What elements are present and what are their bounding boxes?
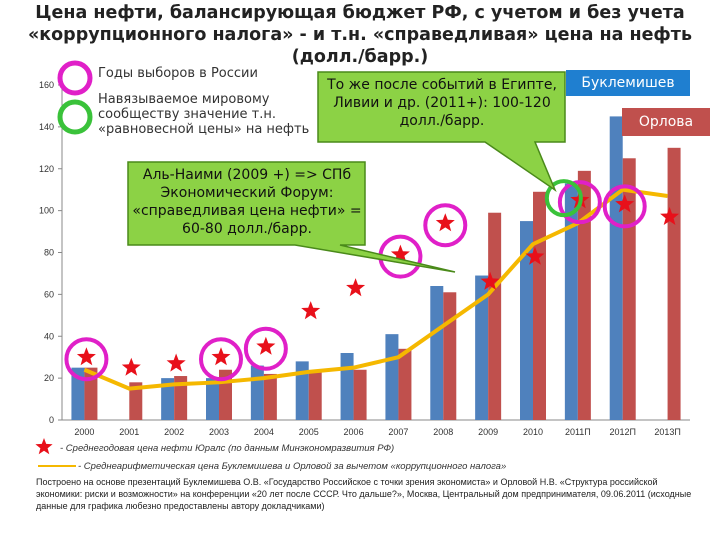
election-circle: [423, 203, 468, 248]
x-tick-label: 2005: [299, 427, 319, 437]
source-note: Построено на основе презентаций Буклемиш…: [36, 477, 692, 511]
bar-orlova: [667, 147, 681, 420]
series-line-average: [83, 187, 668, 391]
chart-line: [83, 187, 668, 391]
star-urals-price: [480, 271, 500, 290]
x-tick-label: 2013П: [654, 427, 681, 437]
legend-green-circle: [57, 99, 93, 135]
bar-buklemishev: [250, 365, 264, 420]
x-tick-label: 2001: [119, 427, 139, 437]
callout-arab-bubble: [317, 71, 566, 193]
bar-orlova: [533, 191, 546, 420]
bar-buklemishev: [609, 116, 623, 420]
footnote-line: - Среднеарифметическая цена Буклемишева …: [78, 461, 507, 472]
bar-orlova: [353, 369, 367, 420]
imposed-circle: [544, 179, 583, 218]
callout-alnaimi-bubble: [127, 161, 456, 273]
star-urals-price: [76, 347, 96, 366]
x-tick-label: 2008: [433, 427, 453, 437]
star-urals-price: [390, 244, 410, 263]
star-urals-price: [346, 278, 366, 297]
bar-buklemishev: [475, 275, 489, 420]
star-urals-price: [660, 206, 680, 225]
callout-arab-events: То же после событий в Египте, Ливии и др…: [327, 77, 557, 129]
y-tick-label: 20: [44, 373, 54, 383]
bar-orlova: [398, 348, 412, 420]
chart-annotation-shapes: [57, 60, 710, 273]
bar-buklemishev: [520, 221, 533, 420]
legend-magenta-circle: [57, 60, 93, 96]
chart-circles: [64, 179, 647, 382]
x-tick-label: 2004: [254, 427, 274, 437]
star-urals-price: [301, 301, 321, 320]
bar-buklemishev: [430, 286, 444, 420]
x-tick-label: 2006: [344, 427, 364, 437]
bar-orlova: [443, 292, 457, 420]
star-urals-price: [121, 357, 141, 376]
election-circle: [557, 180, 602, 225]
y-tick-label: 0: [49, 415, 54, 425]
bar-buklemishev: [295, 361, 309, 420]
election-circle: [602, 184, 647, 229]
legend-elections-label: Годы выборов в России: [98, 66, 258, 81]
callout-al-naimi: Аль-Наими (2009 +) => СПб Экономический …: [132, 167, 362, 237]
chart-axes: 0 20 40 60 80 100 120 140 160 2000 2001 2002 2003 200…: [39, 80, 690, 437]
y-tick-label: 60: [44, 289, 54, 299]
orlova-label: Орлова: [638, 114, 694, 130]
x-tick-label: 2000: [74, 427, 94, 437]
bar-buklemishev: [564, 183, 578, 420]
bar-buklemishev: [71, 367, 85, 420]
bar-buklemishev: [385, 334, 399, 420]
buklemishev-label: Буклемишев: [581, 75, 675, 91]
x-tick-label: 2003: [209, 427, 229, 437]
bar-buklemishev: [206, 378, 219, 420]
x-tick-label: 2002: [164, 427, 184, 437]
bar-orlova: [577, 170, 591, 420]
y-tick-label: 100: [39, 206, 54, 216]
y-tick-label: 140: [39, 122, 54, 132]
orlova-box: [622, 108, 710, 136]
x-tick-label: 2009: [478, 427, 498, 437]
star-urals-price: [525, 246, 545, 265]
buklemishev-box: [566, 70, 690, 96]
x-tick-label: 2012П: [609, 427, 636, 437]
y-tick-label: 80: [44, 248, 54, 258]
y-tick-label: 40: [44, 331, 54, 341]
bar-buklemishev: [161, 378, 175, 420]
chart-title: Цена нефти, балансирующая бюджет РФ, с у…: [27, 3, 693, 67]
legend-imposed-label: Навязываемое мировому сообществу значени…: [98, 92, 310, 137]
bar-orlova: [174, 376, 188, 420]
bar-orlova: [488, 212, 502, 420]
bar-orlova: [129, 382, 143, 420]
election-circle: [243, 326, 288, 371]
bar-orlova: [308, 371, 322, 420]
star-urals-price: [166, 353, 186, 372]
election-circle: [199, 337, 243, 382]
star-urals-price: [256, 336, 276, 355]
bar-orlova: [263, 373, 277, 420]
election-circle: [64, 337, 109, 382]
y-tick-label: 120: [39, 164, 54, 174]
star-urals-price: [615, 194, 635, 213]
x-tick-label: 2007: [388, 427, 408, 437]
footnote-stars: - Среднегодовая цена нефти Юралс (по дан…: [60, 443, 395, 454]
legend-marks: [35, 438, 76, 467]
star-urals-price: [435, 213, 455, 232]
legend-star-icon: [35, 438, 53, 455]
y-tick-label: 160: [39, 80, 54, 90]
x-tick-label: 2010: [523, 427, 543, 437]
bar-buklemishev: [340, 353, 354, 420]
star-urals-price: [211, 347, 231, 366]
x-tick-label: 2011П: [565, 427, 591, 437]
